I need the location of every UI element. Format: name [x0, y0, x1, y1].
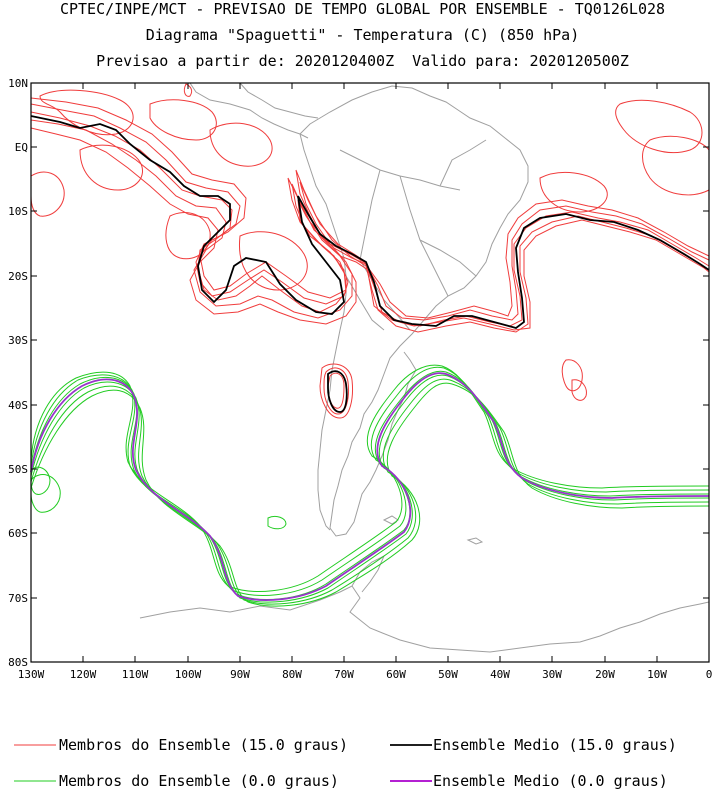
header-title-line2: Diagrama "Spaguetti" - Temperatura (C) (…: [145, 26, 580, 44]
cold-member-loop: [30, 474, 61, 513]
cold-member-loop: [267, 515, 287, 530]
country-borders: [339, 139, 487, 331]
lat-label: EQ: [15, 141, 28, 154]
warm-member-loop: [642, 135, 710, 196]
warm-member-loop: [615, 99, 703, 154]
warm-member-loop: [238, 231, 308, 291]
warm-member-loop: [79, 144, 143, 191]
legend-label-warm-mean: Ensemble Medio (15.0 graus): [433, 736, 677, 754]
warm-member-loop: [209, 122, 273, 167]
cold-member-line: [30, 364, 710, 592]
lon-label: 130W: [18, 668, 45, 681]
warm-member-line: [30, 111, 710, 327]
lat-label: 50S: [8, 463, 28, 476]
cold-member-line: [30, 378, 710, 605]
lat-axis: [31, 82, 709, 663]
lon-label: 60W: [386, 668, 406, 681]
warm-member-loop: [165, 212, 211, 260]
south-georgia: [466, 537, 484, 545]
lon-label: 80W: [282, 668, 302, 681]
cold-member-line: [30, 382, 710, 607]
lon-label: 40W: [490, 668, 510, 681]
warm-mean-contour: [30, 115, 710, 413]
header-title-line3: Previsao a partir de: 2020120400Z Valido…: [96, 52, 629, 70]
warm-mean-island: [327, 370, 348, 413]
map-frame: [30, 82, 710, 663]
pacific-coast: [299, 133, 347, 531]
lat-label: 60S: [8, 527, 28, 540]
warm-member-loop: [183, 83, 193, 97]
lon-labels: 130W 120W 110W 100W 90W 80W 70W 60W 50W …: [18, 668, 713, 681]
warm-member-contours: [30, 83, 710, 419]
lat-labels: 10N EQ 10S 20S 30S 40S 50S 60S 70S 80S: [8, 77, 28, 669]
lon-axis: [30, 83, 710, 662]
warm-member-line: [30, 127, 710, 331]
lon-label: 100W: [175, 668, 202, 681]
lat-label: 70S: [8, 592, 28, 605]
warm-member-loop: [561, 359, 583, 392]
lon-label: 50W: [438, 668, 458, 681]
cold-mean-contour: [30, 372, 710, 601]
cold-member-contours: [30, 364, 710, 607]
central-america-coast: [189, 82, 309, 139]
warm-member-line: [30, 97, 710, 319]
lat-label: 10S: [8, 205, 28, 218]
coastline-layer: [139, 82, 710, 653]
lon-label: 10W: [647, 668, 667, 681]
cold-member-loop: [30, 466, 51, 495]
antarctica-coast: [139, 585, 710, 653]
legend-label-cold-members: Membros do Ensemble (0.0 graus): [59, 772, 339, 790]
warm-member-loop: [539, 172, 608, 213]
lat-label: 40S: [8, 399, 28, 412]
lat-label: 80S: [8, 656, 28, 669]
lon-label: 30W: [542, 668, 562, 681]
cold-mean-line: [30, 372, 710, 601]
legend-label-warm-members: Membros do Ensemble (15.0 graus): [59, 736, 348, 754]
lon-label: 90W: [230, 668, 250, 681]
warm-member-loop: [323, 367, 349, 415]
lon-label: 20W: [595, 668, 615, 681]
warm-member-line: [30, 103, 710, 321]
lat-label: 20S: [8, 270, 28, 283]
falklands: [382, 515, 399, 525]
warm-mean-line: [30, 115, 710, 329]
warm-member-line: [30, 119, 710, 333]
lon-label: 70W: [334, 668, 354, 681]
gulf-coast: [239, 82, 319, 119]
warm-member-loop: [571, 379, 587, 401]
lon-label: 110W: [122, 668, 149, 681]
lon-label: 0: [706, 668, 713, 681]
warm-member-loop: [319, 363, 353, 419]
warm-member-loop: [39, 89, 134, 136]
legend-label-cold-mean: Ensemble Medio (0.0 graus): [433, 772, 668, 790]
header-title-line1: CPTEC/INPE/MCT - PREVISAO DE TEMPO GLOBA…: [59, 0, 666, 18]
lon-label: 120W: [70, 668, 97, 681]
warm-member-loop: [30, 171, 65, 217]
lat-label: 10N: [8, 77, 28, 90]
south-america-coast: [299, 85, 529, 537]
lat-label: 30S: [8, 334, 28, 347]
legend: Membros do Ensemble (15.0 graus) Ensembl…: [14, 736, 677, 790]
warm-member-loop: [149, 99, 217, 141]
